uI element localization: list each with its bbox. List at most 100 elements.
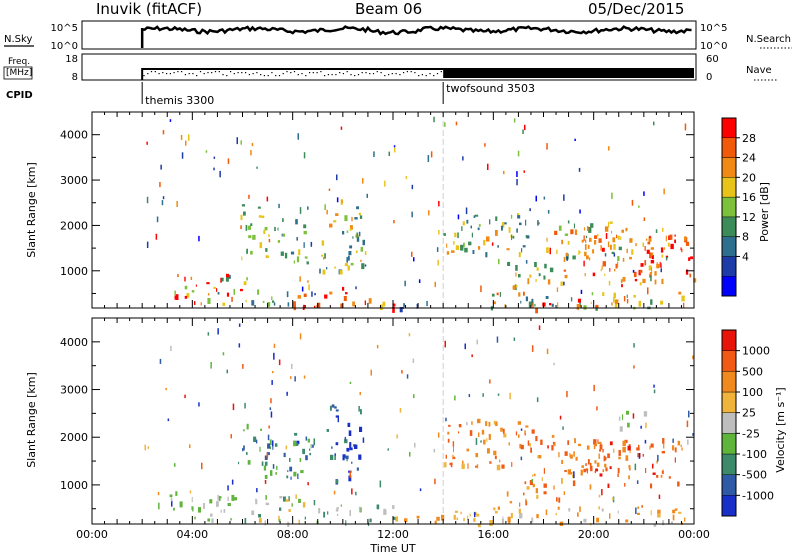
scatter-cell — [507, 261, 511, 266]
scatter-cell — [257, 289, 260, 295]
scatter-cell — [274, 443, 278, 447]
sparse-cell — [536, 397, 539, 403]
scatter-cell — [563, 269, 567, 272]
power-heatmap — [146, 112, 697, 314]
scatter-cell — [240, 214, 243, 221]
scatter-cell — [650, 252, 654, 256]
scatter-cell — [607, 453, 610, 459]
scatter-cell — [594, 460, 597, 464]
scatter-cell — [551, 445, 554, 451]
scatter-cell — [535, 279, 537, 283]
scatter-cell — [545, 296, 549, 299]
scatter-cell — [376, 504, 380, 510]
scatter-cell — [488, 421, 491, 427]
sparse-cell — [286, 391, 288, 396]
freq-frame — [81, 53, 697, 81]
scatter-cell — [518, 252, 521, 258]
sparse-cell — [445, 417, 447, 422]
scatter-cell — [602, 261, 606, 267]
scatter-cell — [510, 214, 513, 219]
sparse-cell — [631, 199, 634, 206]
scatter-cell — [586, 255, 589, 260]
sparse-cell — [578, 167, 581, 172]
scatter-cell — [356, 236, 360, 242]
sparse-cell — [516, 179, 518, 186]
sparse-cell — [688, 410, 690, 418]
scatter-cell — [210, 513, 213, 517]
scatter-cell — [535, 436, 538, 442]
scatter-cell — [536, 514, 539, 519]
sparse-cell — [404, 280, 406, 287]
scatter-cell — [446, 251, 450, 255]
scatter-cell — [258, 215, 262, 218]
colorbar-tick-label: 24 — [742, 152, 756, 165]
scatter-cell — [644, 260, 647, 266]
scatter-cell — [263, 465, 267, 471]
y-tick-label: 3000 — [60, 174, 88, 187]
scatter-cell — [299, 458, 302, 462]
scatter-cell — [617, 235, 620, 240]
scatter-cell — [543, 491, 547, 495]
sparse-cell — [476, 339, 478, 345]
scatter-cell — [609, 268, 611, 272]
scatter-cell — [477, 523, 481, 528]
scatter-cell — [585, 463, 587, 466]
scatter-cell — [532, 483, 535, 488]
scatter-cell — [518, 274, 521, 278]
sparse-cell — [645, 422, 647, 429]
y-tick-label: 3000 — [60, 384, 88, 397]
sparse-cell — [498, 258, 500, 265]
nave-point — [207, 72, 209, 74]
scatter-cell — [476, 513, 480, 517]
scatter-cell — [624, 483, 626, 487]
scatter-cell — [493, 507, 496, 511]
sparse-cell — [437, 259, 439, 266]
sparse-cell — [362, 178, 364, 184]
sparse-cell — [311, 291, 313, 297]
sparse-cell — [653, 384, 655, 388]
colorbar-segment — [721, 117, 737, 138]
scatter-cell — [526, 486, 530, 490]
scatter-cell — [483, 439, 486, 445]
scatter-cell — [519, 512, 523, 519]
scatter-cell — [580, 469, 583, 476]
scatter-cell — [515, 431, 518, 436]
scatter-cell — [358, 212, 361, 216]
sparse-cell — [162, 196, 165, 200]
nave-point — [297, 74, 299, 76]
sparse-cell — [471, 354, 473, 358]
scatter-cell — [634, 278, 638, 282]
scatter-cell — [680, 444, 682, 448]
scatter-cell — [688, 257, 691, 261]
scatter-cell — [612, 237, 616, 243]
scatter-cell — [283, 452, 286, 458]
scatter-cell — [251, 300, 255, 306]
scatter-cell — [395, 516, 399, 522]
scatter-cell — [681, 295, 685, 302]
scatter-cell — [216, 501, 219, 507]
nave-point — [143, 75, 145, 77]
scatter-cell — [622, 276, 626, 282]
scatter-cell — [517, 421, 521, 425]
scatter-cell — [246, 452, 248, 455]
colorbar-segment — [721, 371, 737, 393]
sparse-cell — [370, 369, 372, 376]
scatter-cell — [495, 216, 498, 221]
scatter-cell — [342, 286, 345, 291]
sparse-cell — [632, 269, 635, 273]
scatter-cell — [503, 433, 507, 438]
scatter-cell — [620, 279, 623, 284]
scatter-cell — [594, 443, 597, 447]
scatter-cell — [191, 290, 195, 293]
scatter-cell — [631, 249, 634, 255]
scatter-cell — [309, 452, 312, 456]
scatter-cell — [532, 302, 534, 308]
nave-point — [369, 73, 371, 75]
scatter-cell — [309, 448, 311, 451]
scatter-cell — [567, 440, 570, 445]
sparse-cell — [198, 235, 200, 242]
sparse-cell — [301, 286, 304, 292]
colorbar-segment — [721, 495, 737, 517]
nave-point — [429, 73, 431, 75]
scatter-cell — [541, 477, 543, 482]
